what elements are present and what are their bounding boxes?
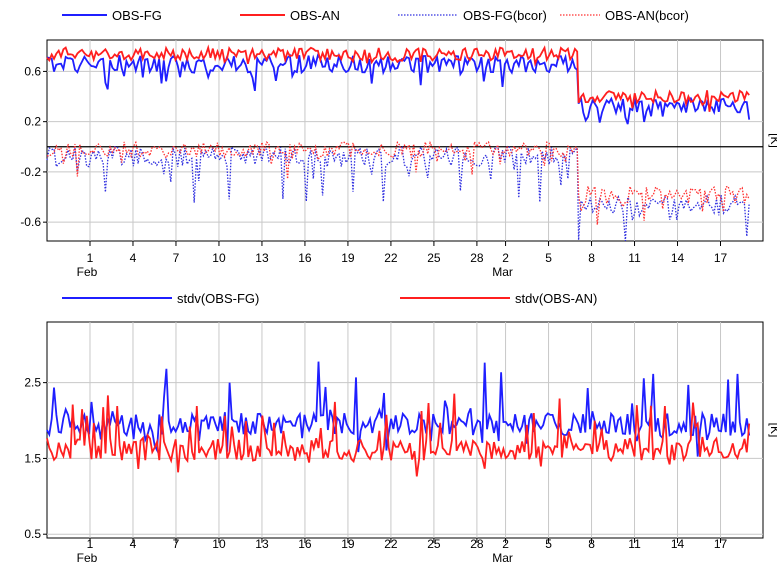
x-tick-label: 8 — [588, 251, 595, 265]
series-line-stdv-obs-an- — [46, 393, 751, 477]
x-tick-label: 16 — [298, 251, 312, 265]
x-tick-label: 28 — [470, 251, 484, 265]
legend-label: OBS-FG — [112, 8, 162, 23]
x-tick-label: 10 — [212, 251, 226, 265]
y-tick-label: 0.6 — [24, 64, 41, 78]
x-tick-label: 10 — [212, 537, 226, 551]
x-tick-label: 2 — [502, 537, 509, 551]
y-tick-label: 2.5 — [24, 376, 41, 390]
x-tick-label: 19 — [341, 251, 355, 265]
x-tick-label: 16 — [298, 537, 312, 551]
y-tick-label: -0.2 — [20, 165, 41, 179]
legend-label: stdv(OBS-AN) — [515, 291, 597, 306]
x-tick-label: 2 — [502, 251, 509, 265]
x-tick-label: 8 — [588, 537, 595, 551]
chart-panel-1: 0.60.2-0.2-0.61 4 7 10 13 16 19 22 25 28 2 5 8 11 14 17… — [20, 8, 777, 279]
month-label: Mar — [492, 265, 513, 279]
month-label: Feb — [77, 265, 98, 279]
series-line-obs-fg — [46, 52, 751, 125]
x-tick-label: 28 — [470, 537, 484, 551]
month-label: Mar — [492, 551, 513, 565]
series-line-obs-an — [46, 44, 750, 112]
y-tick-label: 1.5 — [24, 451, 41, 465]
x-tick-label: 5 — [545, 537, 552, 551]
x-tick-label: 22 — [384, 251, 398, 265]
x-tick-label: 11 — [628, 251, 641, 265]
legend-label: OBS-AN — [290, 8, 340, 23]
x-tick-label: 7 — [173, 537, 180, 551]
legend-label: OBS-FG(bcor) — [463, 8, 547, 23]
series-line-obs-fg-bcor- — [46, 145, 750, 242]
x-tick-label: 4 — [130, 537, 137, 551]
x-tick-label: 25 — [427, 537, 441, 551]
x-tick-label: 4 — [130, 251, 137, 265]
x-tick-label: 5 — [545, 251, 552, 265]
x-tick-label: 1 — [87, 251, 94, 265]
x-tick-label: 19 — [341, 537, 355, 551]
plot-area — [46, 39, 764, 242]
unit-label: [K] — [768, 133, 777, 148]
month-label: Feb — [77, 551, 98, 565]
unit-label: [K] — [768, 423, 777, 438]
x-tick-label: 14 — [671, 251, 685, 265]
x-tick-label: 25 — [427, 251, 441, 265]
series-line-stdv-obs-fg- — [46, 361, 751, 457]
legend-label: OBS-AN(bcor) — [605, 8, 689, 23]
x-tick-label: 17 — [714, 537, 728, 551]
x-tick-label: 22 — [384, 537, 398, 551]
x-tick-label: 13 — [255, 251, 269, 265]
y-tick-label: 0.5 — [24, 527, 41, 541]
x-tick-label: 14 — [671, 537, 685, 551]
legend-label: stdv(OBS-FG) — [177, 291, 259, 306]
x-tick-label: 1 — [87, 537, 94, 551]
x-tick-label: 7 — [173, 251, 180, 265]
x-tick-label: 11 — [628, 537, 641, 551]
x-tick-label: 17 — [714, 251, 728, 265]
x-tick-label: 13 — [255, 537, 269, 551]
y-tick-label: -0.6 — [20, 215, 41, 229]
series-line-obs-an-bcor- — [46, 139, 750, 225]
y-tick-label: 0.2 — [24, 115, 41, 129]
